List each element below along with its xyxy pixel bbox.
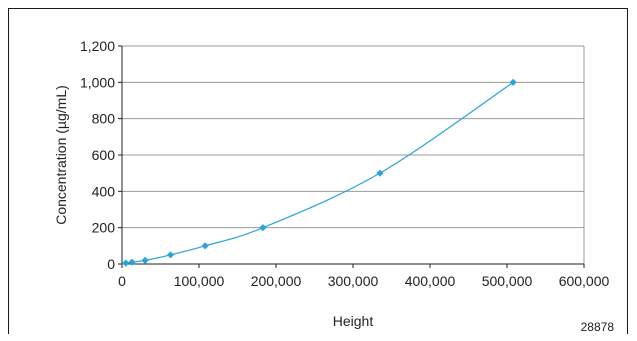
y-tick-label-2: 400 <box>92 183 116 199</box>
data-point-7 <box>509 78 517 86</box>
x-tick-label-0: 0 <box>118 273 126 289</box>
data-point-2 <box>141 256 149 264</box>
y-tick-label-1: 200 <box>92 220 116 236</box>
x-tick-label-2: 200,000 <box>251 273 302 289</box>
data-point-3 <box>166 251 175 259</box>
data-point-5 <box>259 224 267 232</box>
y-tick-label-6: 1,200 <box>80 38 115 54</box>
x-tick-label-4: 400,000 <box>405 273 456 289</box>
chart-frame <box>8 8 628 334</box>
figure-number: 28878 <box>581 320 615 334</box>
data-point-4 <box>201 242 209 250</box>
x-tick-labels: 0 100,000 200,000 300,000 400,000 500,000 600,… <box>118 273 609 289</box>
grid-lines <box>122 45 585 264</box>
data-point-1 <box>128 258 136 266</box>
data-point-0 <box>122 259 130 267</box>
x-tick-label-1: 100,000 <box>174 273 225 289</box>
y-tick-label-3: 600 <box>92 147 116 163</box>
x-tick-label-6: 600,000 <box>559 273 610 289</box>
x-axis-title: Height <box>333 313 374 329</box>
y-tick-label-0: 0 <box>107 256 115 272</box>
axes <box>118 45 585 268</box>
x-tick-label-3: 300,000 <box>328 273 379 289</box>
y-tick-labels: 0 200 400 600 800 1,000 1,200 <box>80 38 115 272</box>
y-tick-label-4: 800 <box>92 111 116 127</box>
data-series <box>121 78 517 267</box>
y-axis-title: Concentration (µg/mL) <box>53 85 69 225</box>
data-point-6 <box>376 169 384 177</box>
x-tick-label-5: 500,000 <box>482 273 533 289</box>
y-tick-label-5: 1,000 <box>80 74 115 90</box>
series-0-fit-line <box>121 81 514 265</box>
